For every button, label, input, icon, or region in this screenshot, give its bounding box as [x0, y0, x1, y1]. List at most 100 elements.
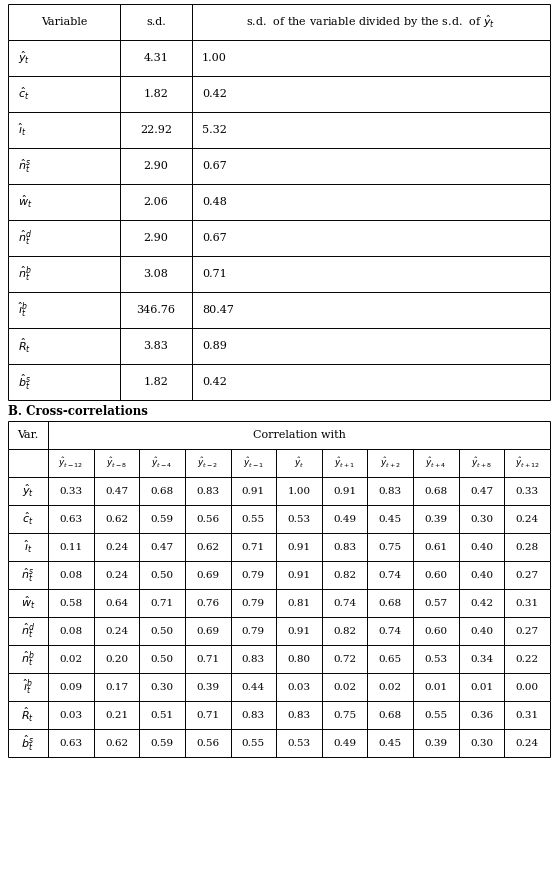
Text: 0.74: 0.74 [379, 627, 402, 636]
Text: 0.61: 0.61 [424, 543, 448, 552]
Text: 0.30: 0.30 [470, 738, 493, 748]
Text: 0.33: 0.33 [59, 486, 83, 496]
Text: 0.47: 0.47 [151, 543, 174, 552]
Text: 0.82: 0.82 [333, 570, 356, 580]
Text: $\hat{n}_t^b$: $\hat{n}_t^b$ [21, 650, 35, 668]
Text: 80.47: 80.47 [202, 305, 234, 315]
Text: 0.83: 0.83 [333, 543, 356, 552]
Text: 0.57: 0.57 [424, 598, 448, 607]
Text: 0.24: 0.24 [105, 627, 128, 636]
Text: 22.92: 22.92 [140, 125, 172, 135]
Text: 0.91: 0.91 [287, 570, 311, 580]
Text: 0.50: 0.50 [151, 654, 174, 664]
Text: 0.45: 0.45 [379, 738, 402, 748]
Text: 0.74: 0.74 [379, 570, 402, 580]
Text: $\hat{y}_t$: $\hat{y}_t$ [294, 455, 304, 470]
Text: 0.42: 0.42 [202, 89, 227, 99]
Text: 0.60: 0.60 [424, 627, 448, 636]
Text: $\hat{y}_{t-4}$: $\hat{y}_{t-4}$ [151, 455, 173, 470]
Text: 0.79: 0.79 [242, 627, 265, 636]
Text: 0.51: 0.51 [151, 711, 174, 720]
Text: 0.39: 0.39 [424, 514, 448, 523]
Text: 0.47: 0.47 [470, 486, 493, 496]
Text: 0.69: 0.69 [196, 627, 219, 636]
Text: Var.: Var. [17, 430, 39, 440]
Text: 0.45: 0.45 [379, 514, 402, 523]
Text: 0.40: 0.40 [470, 570, 493, 580]
Text: 3.83: 3.83 [143, 341, 169, 351]
Text: 0.48: 0.48 [202, 197, 227, 207]
Text: 0.59: 0.59 [151, 738, 174, 748]
Text: 0.08: 0.08 [59, 570, 83, 580]
Text: 0.91: 0.91 [242, 486, 265, 496]
Text: 0.21: 0.21 [105, 711, 128, 720]
Text: 0.56: 0.56 [196, 514, 219, 523]
Text: $\hat{y}_{t+1}$: $\hat{y}_{t+1}$ [334, 455, 355, 470]
Text: 0.82: 0.82 [333, 627, 356, 636]
Text: $\hat{w}_t$: $\hat{w}_t$ [18, 194, 32, 210]
Text: 0.42: 0.42 [202, 377, 227, 387]
Text: 0.31: 0.31 [516, 598, 538, 607]
Text: 0.59: 0.59 [151, 514, 174, 523]
Text: Correlation with: Correlation with [253, 430, 345, 440]
Text: $\hat{n}_t^s$: $\hat{n}_t^s$ [22, 567, 35, 583]
Text: 0.83: 0.83 [287, 711, 311, 720]
Text: 0.27: 0.27 [516, 627, 538, 636]
Text: s.d.: s.d. [146, 17, 166, 27]
Text: 0.68: 0.68 [379, 598, 402, 607]
Text: 0.62: 0.62 [196, 543, 219, 552]
Text: $\hat{\imath}_t^b$: $\hat{\imath}_t^b$ [23, 677, 33, 697]
Text: 0.24: 0.24 [105, 543, 128, 552]
Text: 0.22: 0.22 [516, 654, 538, 664]
Text: $\hat{n}_t^d$: $\hat{n}_t^d$ [18, 228, 32, 248]
Text: 0.62: 0.62 [105, 514, 128, 523]
Text: $\hat{y}_{t-1}$: $\hat{y}_{t-1}$ [243, 455, 264, 470]
Text: 1.00: 1.00 [202, 53, 227, 63]
Text: 0.28: 0.28 [516, 543, 538, 552]
Text: 0.00: 0.00 [516, 682, 538, 691]
Text: 0.89: 0.89 [202, 341, 227, 351]
Text: $\hat{y}_{t+4}$: $\hat{y}_{t+4}$ [425, 455, 446, 470]
Text: 0.24: 0.24 [516, 514, 538, 523]
Text: 0.62: 0.62 [105, 738, 128, 748]
Text: 0.53: 0.53 [287, 514, 311, 523]
Text: 1.00: 1.00 [287, 486, 311, 496]
Text: 0.01: 0.01 [424, 682, 448, 691]
Text: 0.64: 0.64 [105, 598, 128, 607]
Text: 0.50: 0.50 [151, 627, 174, 636]
Text: 0.31: 0.31 [516, 711, 538, 720]
Text: 0.71: 0.71 [151, 598, 174, 607]
Text: $\hat{w}_t$: $\hat{w}_t$ [21, 595, 35, 611]
Text: 0.83: 0.83 [242, 654, 265, 664]
Text: $\hat{y}_t$: $\hat{y}_t$ [18, 50, 30, 66]
Text: 0.42: 0.42 [470, 598, 493, 607]
Text: 0.79: 0.79 [242, 570, 265, 580]
Text: 0.75: 0.75 [333, 711, 356, 720]
Text: 0.53: 0.53 [287, 738, 311, 748]
Text: 1.82: 1.82 [143, 377, 169, 387]
Text: 0.11: 0.11 [59, 543, 83, 552]
Text: 0.83: 0.83 [242, 711, 265, 720]
Text: 2.90: 2.90 [143, 233, 169, 243]
Text: 0.39: 0.39 [196, 682, 219, 691]
Text: 0.02: 0.02 [379, 682, 402, 691]
Text: 0.39: 0.39 [424, 738, 448, 748]
Text: 0.24: 0.24 [516, 738, 538, 748]
Text: 346.76: 346.76 [137, 305, 176, 315]
Text: 0.60: 0.60 [424, 570, 448, 580]
Text: $\hat{c}_t$: $\hat{c}_t$ [18, 86, 30, 102]
Text: 0.79: 0.79 [242, 598, 265, 607]
Text: $\hat{y}_{t-2}$: $\hat{y}_{t-2}$ [197, 455, 218, 470]
Text: $\hat{b}_t^s$: $\hat{b}_t^s$ [21, 734, 35, 752]
Text: B. Cross-correlations: B. Cross-correlations [8, 405, 148, 418]
Text: 0.68: 0.68 [424, 486, 448, 496]
Text: 0.65: 0.65 [379, 654, 402, 664]
Text: 0.44: 0.44 [242, 682, 265, 691]
Text: 0.63: 0.63 [59, 514, 83, 523]
Text: $\hat{n}_t^b$: $\hat{n}_t^b$ [18, 264, 32, 284]
Text: $\hat{n}_t^s$: $\hat{n}_t^s$ [18, 157, 31, 175]
Text: 0.67: 0.67 [202, 233, 227, 243]
Text: 0.27: 0.27 [516, 570, 538, 580]
Text: 5.32: 5.32 [202, 125, 227, 135]
Text: 0.83: 0.83 [196, 486, 219, 496]
